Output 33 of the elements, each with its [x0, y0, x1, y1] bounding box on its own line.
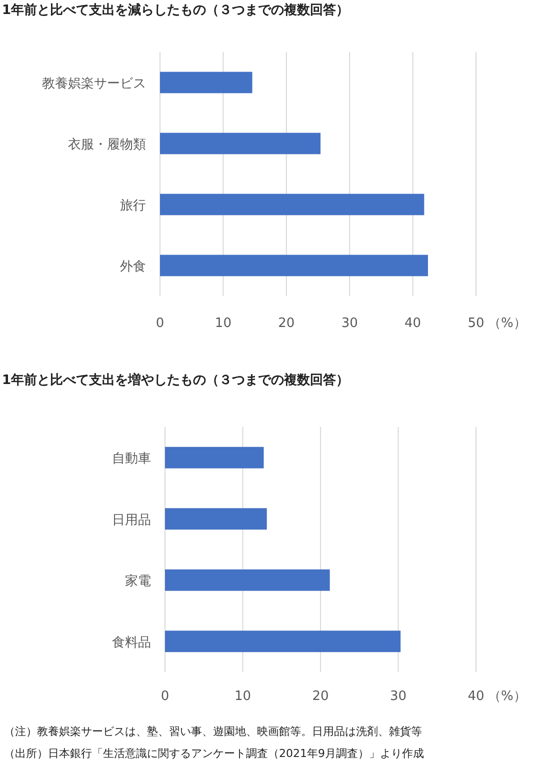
x-tick-label: 30 [341, 316, 358, 331]
x-tick-label: 20 [278, 316, 295, 331]
x-tick-label: 0 [160, 689, 170, 704]
text: （注）教養娯楽サービスは、塾、習い事、遊園地、映画館等。日用品は洗剤、雑貨等 [4, 725, 422, 738]
y-tick-label: 旅行 [120, 198, 146, 214]
y-tick-label: 教養娯楽サービス [42, 76, 146, 92]
y-tick-label: 食料品 [112, 635, 151, 650]
chart-title: 1年前と比べて支出を増やしたもの（３つまでの複数回答） [2, 372, 350, 388]
chart-title: 1年前と比べて支出を減らしたもの（３つまでの複数回答） [2, 2, 350, 18]
y-tick-label: 日用品 [112, 512, 151, 528]
y-tick-label: 衣服・履物類 [68, 138, 146, 152]
bar [160, 194, 424, 216]
y-tick-label: 外食 [120, 260, 146, 274]
bar [160, 132, 321, 154]
x-tick-label: 30 [390, 689, 407, 704]
bar [165, 630, 401, 652]
x-tick-label: 10 [214, 316, 232, 331]
x-tick-label: 40 [404, 316, 422, 331]
bar [160, 72, 252, 94]
bar [165, 569, 330, 591]
x-tick-label: 20 [312, 689, 329, 704]
bar [165, 508, 267, 530]
x-tick-label: 40 [468, 689, 484, 704]
x-tick-label: 10 [234, 689, 252, 704]
x-axis-title: （%） [488, 689, 526, 704]
x-tick-label: 0 [156, 316, 164, 331]
bar [165, 446, 264, 468]
bar [160, 254, 428, 276]
y-tick-label: 自動車 [112, 452, 151, 467]
x-tick-label: 50 [468, 316, 484, 331]
text: （出所）日本銀行「生活意識に関するアンケート調査（2021年9月調査）」より作成 [4, 747, 424, 760]
x-axis-title: （%） [488, 316, 526, 331]
y-tick-label: 家電 [125, 573, 151, 590]
